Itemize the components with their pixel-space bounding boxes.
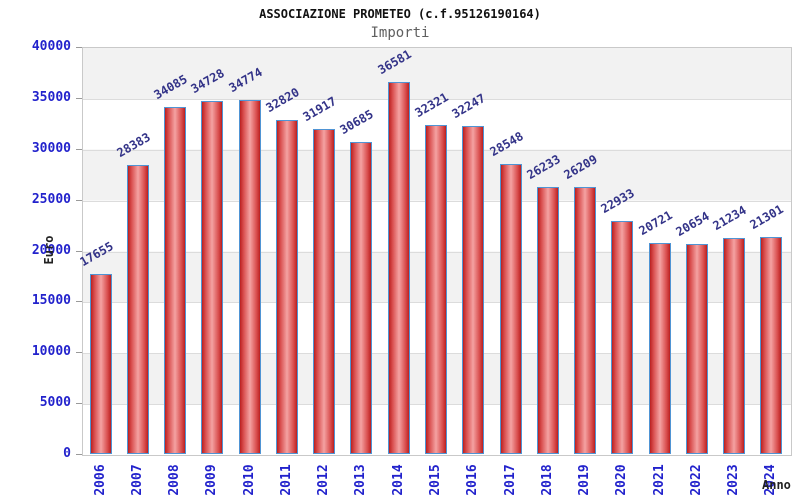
y-tick-mark	[76, 250, 82, 252]
bar	[723, 237, 746, 454]
bar	[387, 81, 410, 454]
bar	[685, 243, 708, 454]
bar	[611, 220, 634, 454]
chart-subtitle: Importi	[370, 25, 430, 41]
bar	[462, 125, 485, 454]
bar	[126, 165, 149, 454]
y-tick-label: 35000	[31, 89, 71, 105]
gridline	[83, 98, 791, 100]
bar	[238, 100, 261, 454]
x-tick-label: 2006	[92, 464, 108, 496]
x-tick-label: 2012	[316, 464, 332, 496]
x-tick-label: 2015	[428, 464, 443, 496]
bar	[648, 243, 671, 454]
y-tick-label: 40000	[31, 39, 71, 54]
y-tick-label: 30000	[31, 140, 71, 156]
bar	[574, 187, 597, 454]
bar	[164, 107, 187, 454]
bar	[425, 125, 447, 454]
y-tick-mark	[76, 148, 82, 150]
chart-title: ASSOCIAZIONE PROMETEO (c.f.95126190164)	[259, 7, 541, 21]
bar	[275, 120, 298, 454]
y-tick-label: 15000	[31, 293, 71, 309]
y-tick-mark	[76, 97, 82, 99]
y-tick-mark	[76, 454, 82, 455]
bar	[350, 141, 373, 454]
x-axis-title: Anno	[762, 478, 791, 492]
y-tick-mark	[76, 47, 82, 48]
x-tick-label: 2016	[465, 464, 481, 496]
y-tick-label: 0	[63, 446, 71, 461]
x-tick-label: 2010	[241, 464, 257, 496]
y-tick-mark	[76, 199, 82, 201]
y-tick-mark	[76, 352, 82, 354]
x-tick-label: 2020	[614, 464, 630, 496]
bar	[313, 129, 336, 454]
y-tick-mark	[76, 403, 82, 405]
x-tick-label: 2019	[577, 464, 593, 496]
x-tick-label: 2014	[390, 464, 406, 496]
y-tick-mark	[76, 301, 82, 303]
x-tick-label: 2018	[539, 464, 555, 496]
x-tick-label: 2022	[688, 464, 704, 496]
x-tick-label: 2023	[726, 464, 742, 496]
y-tick-label: 5000	[39, 395, 71, 411]
bar	[89, 274, 112, 454]
x-tick-label: 2007	[129, 464, 145, 496]
y-tick-label: 25000	[31, 191, 71, 207]
x-tick-label: 2017	[502, 464, 518, 496]
bar	[499, 163, 522, 454]
x-tick-label: 2021	[651, 464, 667, 496]
y-tick-label: 10000	[31, 344, 71, 360]
x-tick-label: 2013	[353, 464, 369, 496]
bar	[201, 100, 224, 454]
bar	[536, 187, 559, 454]
x-tick-label: 2008	[167, 464, 183, 496]
x-tick-label: 2009	[204, 464, 220, 496]
bar	[760, 237, 783, 454]
y-axis-title: Euro	[42, 235, 56, 265]
y-tick-label: 20000	[31, 242, 71, 258]
x-tick-label: 2011	[278, 464, 294, 496]
